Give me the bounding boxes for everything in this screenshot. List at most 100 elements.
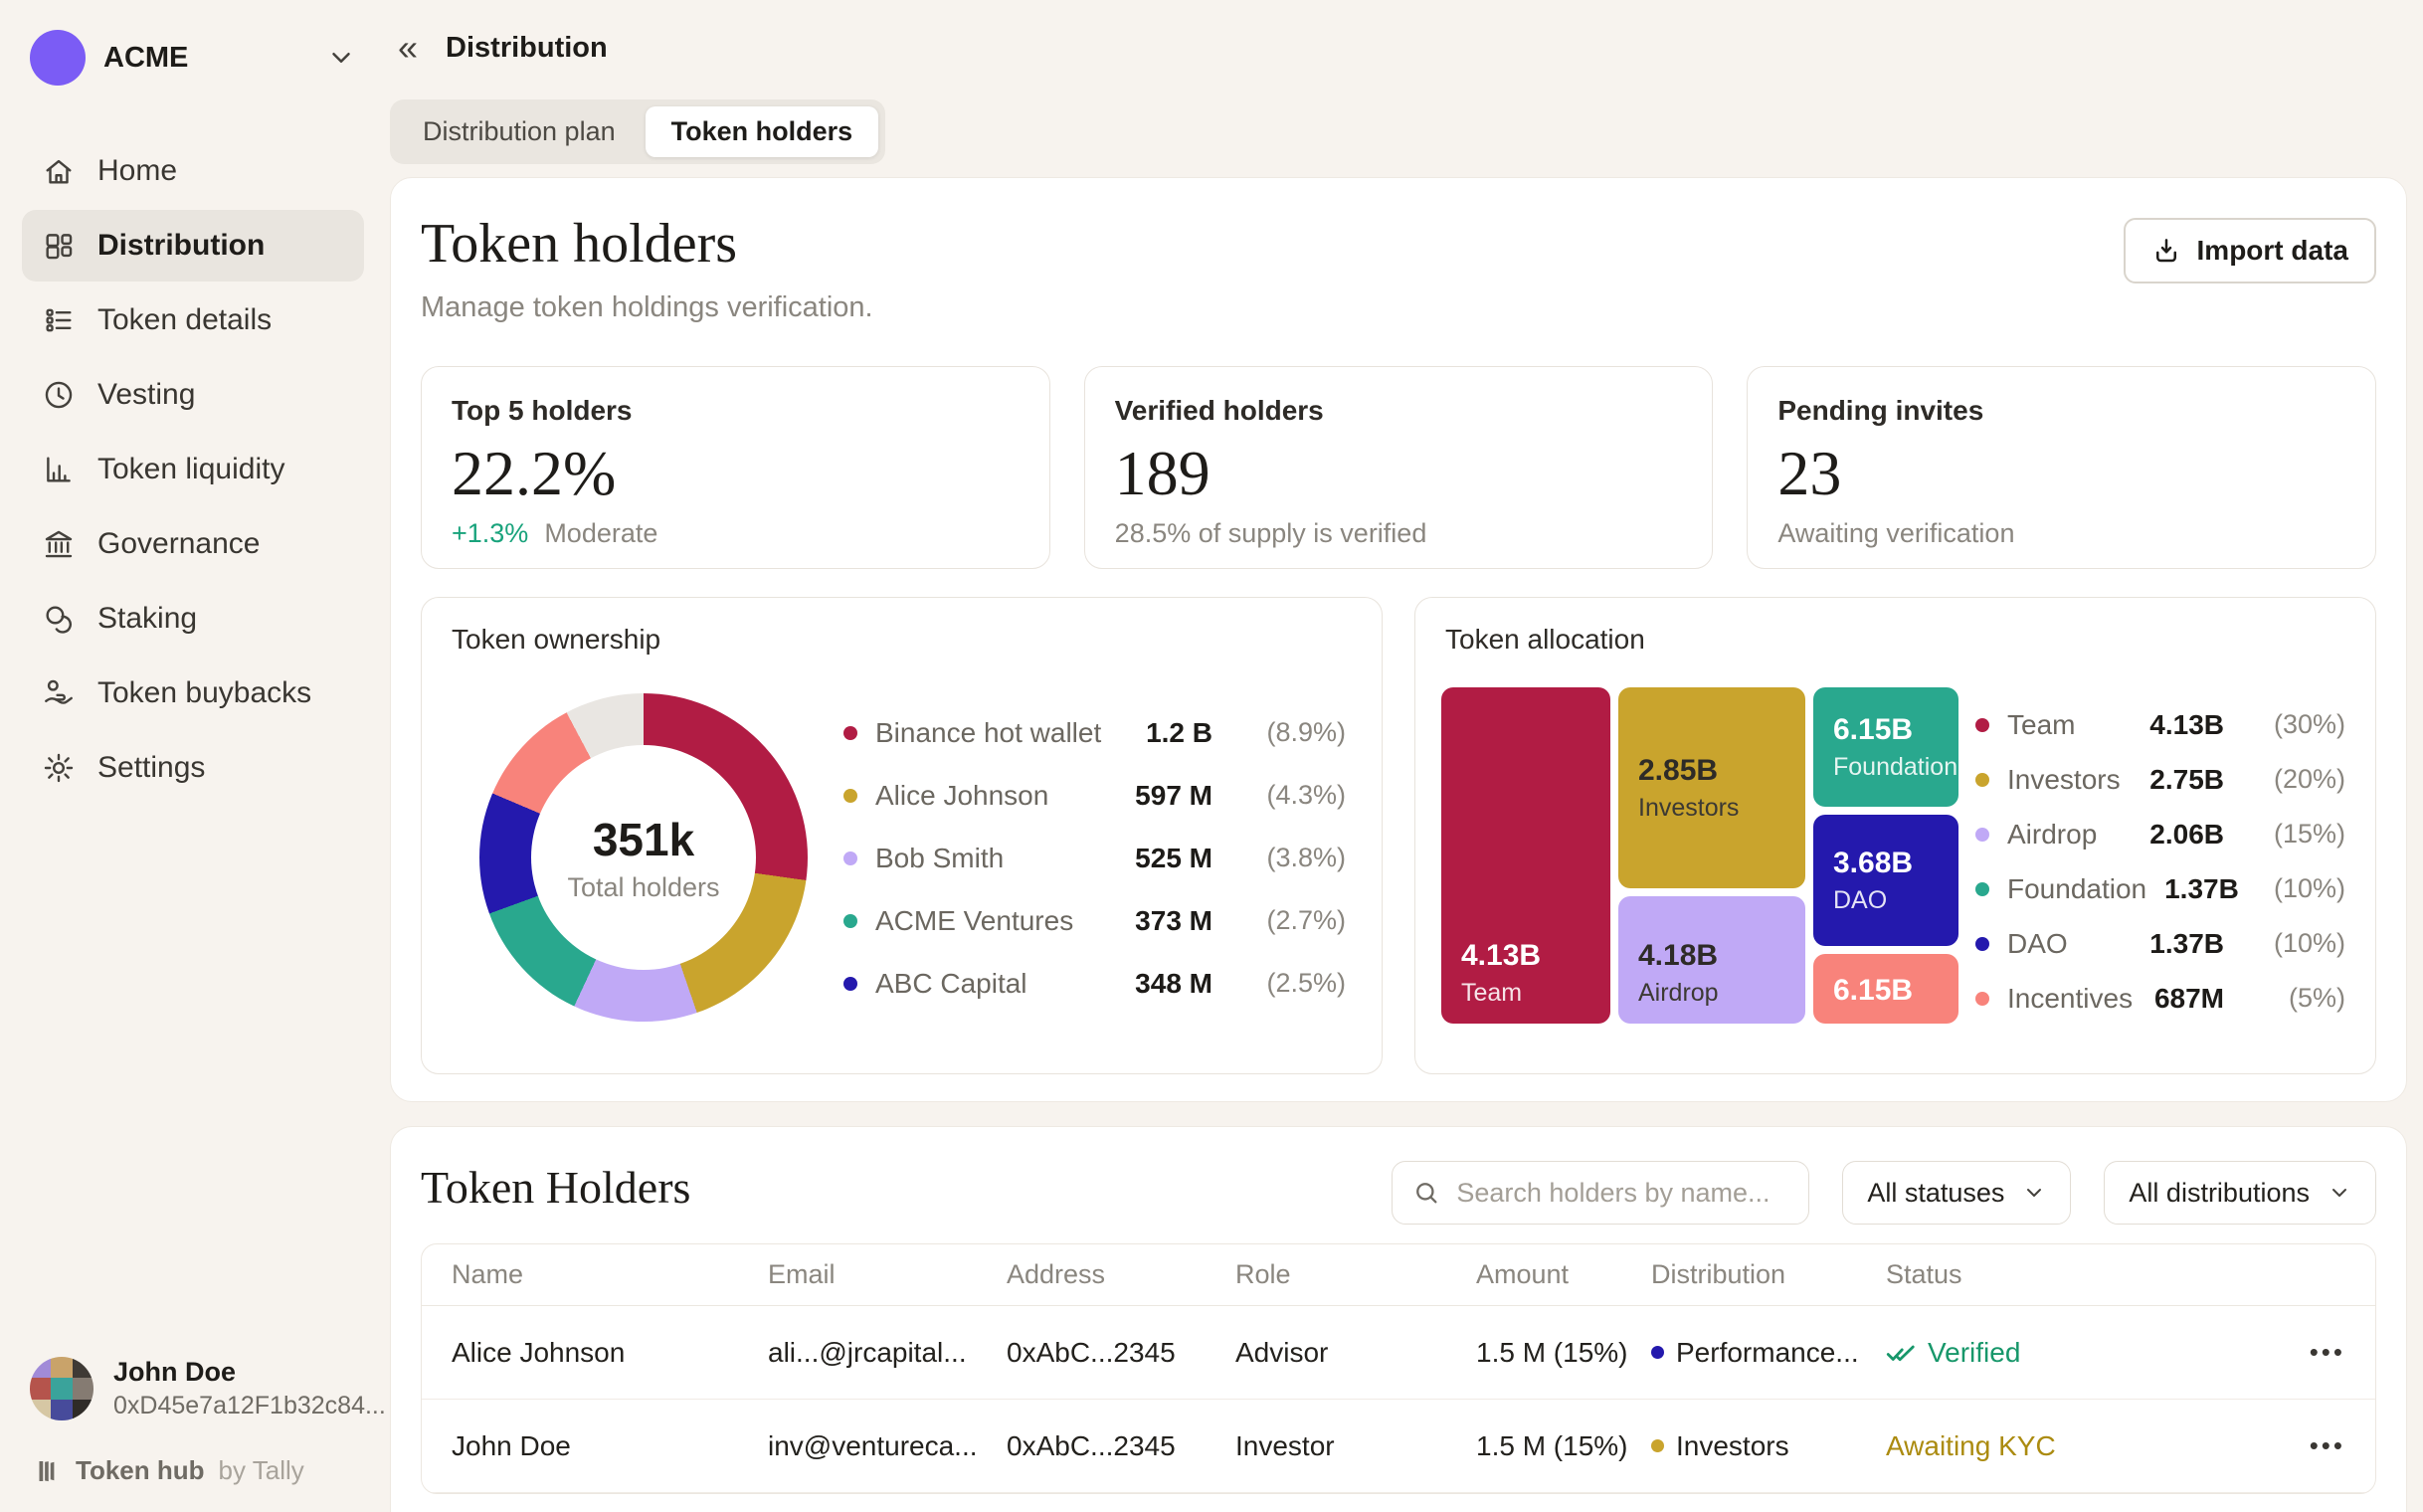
- total-holders-value: 351k: [592, 813, 695, 865]
- cell-role: Investor: [1235, 1429, 1335, 1461]
- legend-value: 597 M: [1135, 779, 1212, 811]
- sidebar-nav: Home Distribution Token details Vesting …: [22, 135, 364, 804]
- user-name: John Doe: [113, 1357, 237, 1387]
- table-row[interactable]: John Doe inv@ventureca... 0xAbC...2345 I…: [422, 1400, 2375, 1493]
- filter-label: All statuses: [1867, 1177, 2005, 1208]
- legend-value: 348 M: [1135, 967, 1212, 999]
- product-byline: by Tally: [218, 1455, 304, 1485]
- sidebar-item-governance[interactable]: Governance: [22, 508, 364, 580]
- col-email: Email: [768, 1259, 836, 1289]
- donut-center: 351k Total holders: [531, 745, 756, 970]
- sidebar-item-staking[interactable]: Staking: [22, 583, 364, 655]
- legend-name: Binance hot wallet: [875, 716, 1102, 748]
- tab-token-holders[interactable]: Token holders: [645, 106, 879, 157]
- cell-amount: 1.5 M (15%): [1476, 1336, 1628, 1368]
- legend-value: 1.37B: [2164, 872, 2239, 904]
- legend-pct: (15%): [2273, 819, 2345, 849]
- token-holders-panel: Token holders Manage token holdings veri…: [390, 177, 2407, 1102]
- import-icon: [2151, 236, 2181, 266]
- legend-name: Investors: [2007, 763, 2121, 795]
- legend-value: 4.13B: [2149, 708, 2224, 740]
- legend-dot: [843, 725, 857, 740]
- search-input[interactable]: [1456, 1177, 1789, 1209]
- block-label: Team: [1461, 979, 1523, 1007]
- section-tabs: Distribution plan Token holders: [390, 99, 886, 164]
- sidebar-item-token-details[interactable]: Token details: [22, 284, 364, 356]
- status-label: Verified: [1928, 1336, 2021, 1368]
- row-menu-button[interactable]: •••: [2309, 1337, 2345, 1367]
- legend-pct: (20%): [2273, 764, 2345, 794]
- gear-icon: [42, 751, 76, 785]
- cell-distribution: Performance...: [1651, 1337, 1886, 1369]
- stat-delta: +1.3%: [452, 518, 529, 548]
- treemap-block-dao: 3.68B DAO: [1813, 815, 1958, 946]
- treemap-block-airdrop: 4.18B Airdrop: [1618, 896, 1805, 1024]
- chevron-down-icon: [2022, 1181, 2046, 1205]
- filter-all-statuses[interactable]: All statuses: [1842, 1161, 2072, 1225]
- import-data-button[interactable]: Import data: [2123, 218, 2376, 284]
- cell-address: 0xAbC...2345: [1007, 1336, 1176, 1368]
- distribution-dot: [1651, 1346, 1664, 1359]
- sidebar-item-token-liquidity[interactable]: Token liquidity: [22, 434, 364, 505]
- page-title: Token holders: [421, 213, 738, 275]
- sidebar-item-label: Settings: [97, 751, 206, 784]
- legend-pct: (4.3%): [1266, 780, 1346, 810]
- bar-chart-icon: [42, 453, 76, 486]
- collapse-sidebar-icon[interactable]: «: [398, 27, 419, 68]
- checklist-icon: [42, 303, 76, 337]
- chart-title: Token allocation: [1445, 624, 1645, 655]
- table-title: Token Holders: [421, 1162, 691, 1213]
- legend-dot: [1975, 991, 1989, 1006]
- token-allocation-card: Token allocation 4.13B Team 2.85B Invest…: [1414, 597, 2376, 1074]
- legend-name: Airdrop: [2007, 818, 2098, 850]
- stat-note: Moderate: [544, 518, 658, 548]
- user-account[interactable]: John Doe 0xD45e7a12F1b32c84...: [30, 1357, 425, 1420]
- sidebar-item-label: Token buybacks: [97, 676, 312, 709]
- table-row[interactable]: Alice Johnson ali...@jrcapital... 0xAbC.…: [422, 1306, 2375, 1400]
- stat-note: Awaiting verification: [1777, 518, 2015, 548]
- sidebar-item-distribution[interactable]: Distribution: [22, 210, 364, 282]
- stat-note: 28.5% of supply is verified: [1114, 518, 1427, 548]
- legend-dot: [1975, 772, 1989, 787]
- search-icon: [1412, 1179, 1440, 1207]
- filter-label: All distributions: [2129, 1177, 2310, 1208]
- legend-item: Incentives 687M (5%): [1975, 971, 2345, 1026]
- legend-name: Foundation: [2007, 872, 2147, 904]
- legend-value: 1.37B: [2149, 927, 2224, 959]
- table-header: Name Email Address Role Amount Distribut…: [422, 1244, 2375, 1306]
- row-menu-button[interactable]: •••: [2309, 1430, 2345, 1460]
- block-value: 2.85B: [1638, 753, 1719, 787]
- cell-email: ali...@jrcapital...: [768, 1336, 967, 1368]
- block-label: DAO: [1833, 885, 1888, 914]
- section-title: Distribution: [446, 31, 608, 64]
- search-box[interactable]: [1392, 1161, 1810, 1225]
- block-value: 6.15B: [1833, 974, 1914, 1007]
- sidebar-item-settings[interactable]: Settings: [22, 732, 364, 804]
- product-brand: Token hub by Tally: [32, 1455, 304, 1486]
- legend-item: ACME Ventures 373 M (2.7%): [843, 889, 1346, 952]
- token-ownership-card: Token ownership 351k Total holders Binan…: [421, 597, 1383, 1074]
- ownership-legend: Binance hot wallet 1.2 B (8.9%) Alice Jo…: [843, 701, 1346, 1015]
- sidebar-item-label: Vesting: [97, 378, 196, 411]
- double-check-icon: [1886, 1338, 1916, 1368]
- workspace-switcher[interactable]: ACME: [22, 26, 364, 90]
- chevron-down-icon: [326, 43, 356, 73]
- wallet-address: 0xD45e7a12F1b32c84...: [113, 1392, 386, 1419]
- sidebar-item-token-buybacks[interactable]: Token buybacks: [22, 658, 364, 729]
- allocation-legend: Team 4.13B (30%) Investors 2.75B (20%) A…: [1975, 697, 2345, 1026]
- legend-pct: (2.7%): [1266, 905, 1346, 935]
- chevron-down-icon: [2328, 1181, 2351, 1205]
- legend-value: 1.2 B: [1146, 716, 1212, 748]
- workspace-name: ACME: [103, 41, 189, 74]
- legend-value: 2.06B: [2149, 818, 2224, 850]
- stat-label: Pending invites: [1777, 395, 1984, 426]
- sidebar-item-home[interactable]: Home: [22, 135, 364, 207]
- legend-item: ABC Capital 348 M (2.5%): [843, 952, 1346, 1015]
- filter-all-distributions[interactable]: All distributions: [2104, 1161, 2376, 1225]
- block-label: Airdrop: [1638, 979, 1719, 1007]
- stat-label: Top 5 holders: [452, 395, 633, 426]
- sidebar-item-vesting[interactable]: Vesting: [22, 359, 364, 431]
- tab-distribution-plan[interactable]: Distribution plan: [423, 116, 616, 146]
- cell-amount: 1.5 M (15%): [1476, 1429, 1628, 1461]
- status-badge-verified: Verified: [1886, 1337, 2276, 1369]
